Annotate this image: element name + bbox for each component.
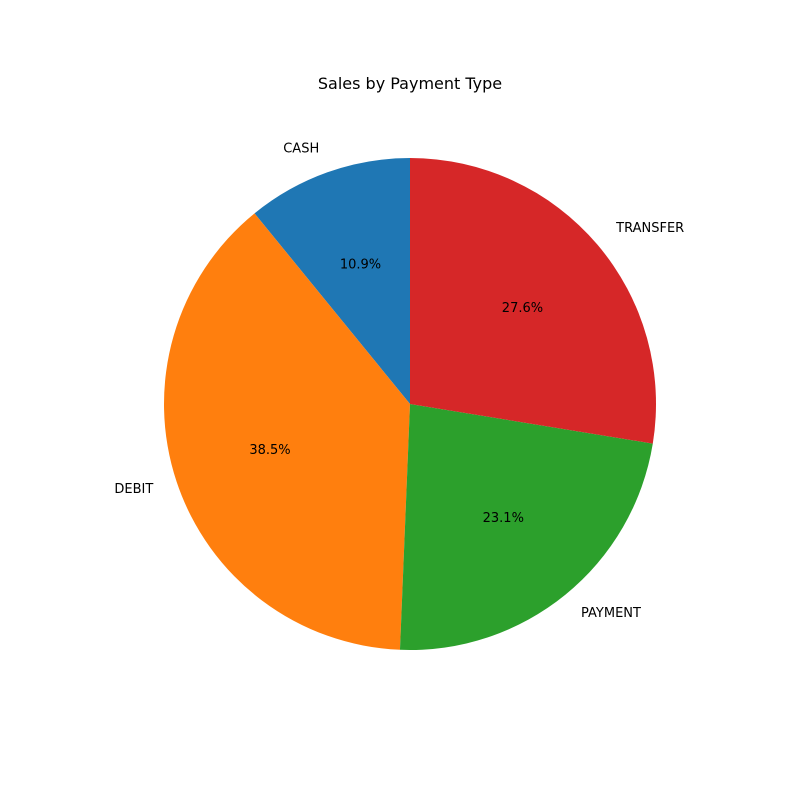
- pie-slices: [163, 158, 656, 651]
- pie-slice-debit: [163, 213, 410, 650]
- slice-label-debit: DEBIT: [114, 482, 153, 497]
- chart-title: Sales by Payment Type: [318, 74, 502, 93]
- pie-labels: CASH 10.9% DEBIT 38.5% PAYMENT 23.1% TRANSFER 2…: [114, 142, 684, 622]
- slice-label-payment: PAYMENT: [581, 606, 641, 621]
- slice-percent-cash: 10.9%: [340, 257, 381, 272]
- slice-label-cash: CASH: [283, 142, 319, 157]
- pie-slice-transfer: [410, 158, 656, 444]
- pie-slice-payment: [399, 404, 653, 651]
- pie-slice-cash: [254, 158, 410, 404]
- slice-label-transfer: TRANSFER: [615, 221, 684, 236]
- slice-percent-payment: 23.1%: [483, 511, 524, 526]
- slice-percent-transfer: 27.6%: [502, 301, 543, 316]
- slice-percent-debit: 38.5%: [249, 443, 290, 458]
